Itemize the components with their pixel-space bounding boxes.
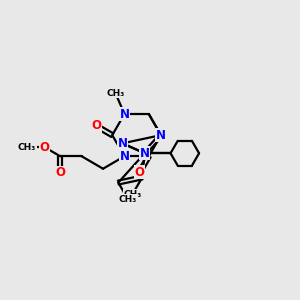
Text: CH₃: CH₃ — [106, 89, 124, 98]
Text: N: N — [119, 107, 129, 121]
Text: N: N — [140, 147, 150, 160]
Text: N: N — [119, 150, 129, 163]
Text: O: O — [91, 119, 101, 132]
Text: N: N — [117, 137, 128, 150]
Text: O: O — [55, 166, 65, 179]
Text: N: N — [156, 129, 166, 142]
Text: CH₃: CH₃ — [18, 143, 36, 152]
Text: O: O — [40, 141, 50, 154]
Text: O: O — [135, 166, 145, 179]
Text: CH₃: CH₃ — [119, 195, 137, 204]
Text: CH₃: CH₃ — [123, 190, 142, 199]
